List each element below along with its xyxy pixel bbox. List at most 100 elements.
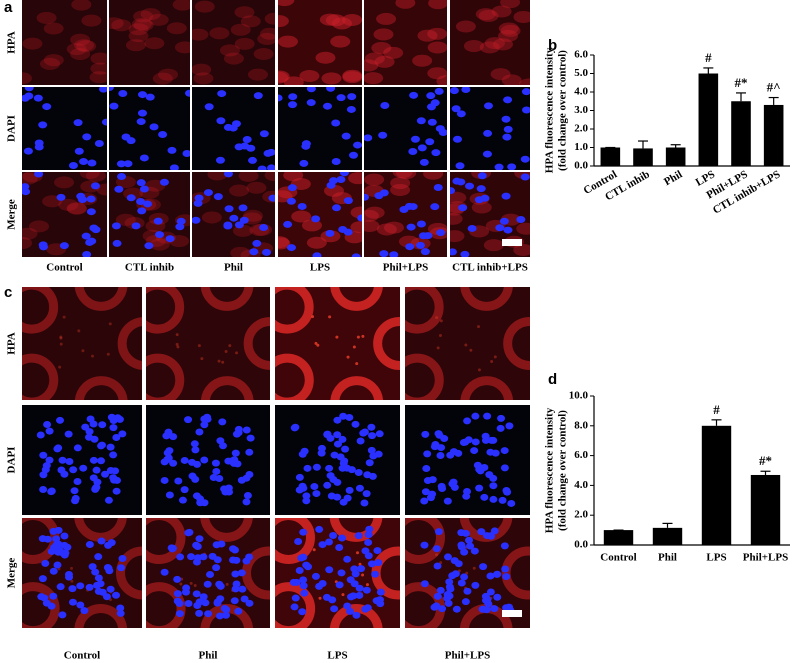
nucleus [311,215,321,223]
micrograph-bg [405,287,530,400]
micrograph [22,518,142,628]
nucleus [489,482,498,490]
cytoplasm [259,27,275,40]
nucleus [408,203,418,211]
cytoplasm [498,22,519,35]
nucleus [471,438,480,446]
speck [316,343,320,347]
nucleus [60,551,69,559]
nucleus [118,89,128,97]
nucleus [333,493,342,501]
nucleus [102,593,111,601]
micrograph-bg [146,287,270,400]
nucleus [109,87,114,92]
cytoplasm [257,32,275,45]
nucleus [219,442,228,450]
nucleus [199,593,208,601]
nucleus [367,560,376,568]
nucleus [491,449,500,457]
bar [701,425,732,545]
tubule [329,604,383,628]
nucleus [428,476,437,484]
cytoplasm [484,37,505,50]
nucleus [461,529,470,537]
nucleus [496,424,505,432]
nucleus [286,197,296,205]
nucleus [173,597,182,605]
nucleus [109,102,119,110]
nucleus [461,438,470,446]
speck [355,362,359,366]
nucleus [167,544,176,552]
nucleus [351,253,361,257]
micrograph [278,87,362,170]
tubule [200,518,253,542]
cytoplasm [230,246,251,257]
nucleus [24,92,34,100]
nucleus [471,581,480,589]
nucleus [360,499,369,507]
cytoplasm [364,206,385,219]
nucleus [253,92,263,100]
nucleus [211,459,220,467]
cytoplasm [54,176,75,189]
nucleus [492,570,501,578]
tubule [405,518,445,565]
nucleus [94,553,103,561]
nucleus [228,545,237,553]
speck [312,548,316,552]
nucleus [516,216,526,224]
cytoplasm [278,236,290,249]
nucleus [423,232,433,240]
nucleus [476,185,486,193]
micrograph-bg [109,0,190,85]
nucleus [126,194,136,202]
cytoplasm [152,72,173,85]
nucleus [341,445,350,453]
nucleus [490,527,499,535]
nucleus [268,194,275,202]
y-tick-label: 6.0 [574,449,588,461]
cytoplasm [478,9,499,22]
nucleus [79,464,88,472]
nucleus [380,102,390,110]
nucleus [456,110,466,118]
nucleus [371,570,380,578]
cytoplasm [498,29,519,42]
nucleus [330,605,339,613]
nucleus [483,412,492,420]
nucleus [360,428,369,436]
micrograph [192,87,275,170]
nucleus [218,418,227,426]
tubule [117,317,142,370]
y-axis-title: (fold change over control) [557,410,569,531]
nucleus [317,444,326,452]
significance-label: #* [759,453,772,468]
nucleus [163,456,172,464]
nucleus [369,452,378,460]
bar [633,148,653,166]
micrograph-bg [450,87,530,170]
nucleus [34,172,44,178]
nucleus [368,432,377,440]
speck [77,329,81,333]
nucleus [190,440,199,448]
speck [221,360,225,364]
speck [176,345,180,349]
nucleus [336,94,346,102]
micrograph [364,87,447,170]
column-label: Phil+LPS [383,262,428,274]
cytoplasm [364,220,380,233]
speck [175,333,179,337]
x-tick-label: Control [600,552,636,564]
nucleus [431,149,441,157]
nucleus [461,87,471,93]
speck [193,583,197,587]
nucleus [114,185,124,193]
panel-label: c [4,284,12,301]
y-axis-title: (fold change over control) [557,50,569,171]
nucleus [362,490,371,498]
nucleus [41,466,50,474]
speck [358,562,362,566]
nucleus [103,564,112,572]
